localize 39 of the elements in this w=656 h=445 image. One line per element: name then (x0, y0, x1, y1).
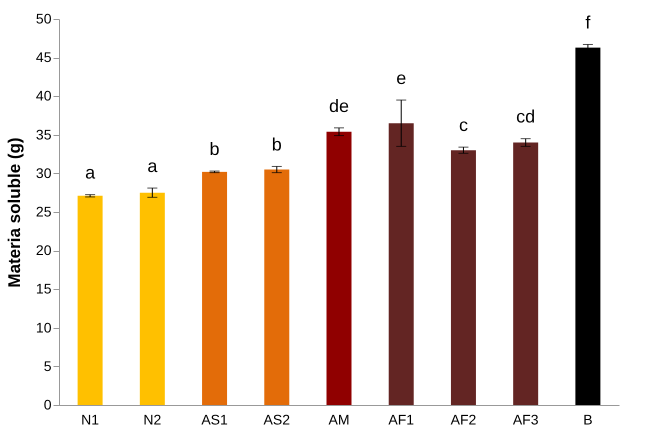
bar (264, 170, 290, 405)
annotation: c (458, 115, 468, 136)
y-tick-label: 15 (36, 280, 52, 297)
y-tick-label: 40 (36, 88, 52, 104)
y-tick-label: 10 (36, 319, 52, 336)
annotation: e (396, 68, 406, 88)
y-tick-label: 35 (36, 126, 52, 142)
bar (575, 48, 600, 405)
bar (140, 192, 165, 405)
bar (388, 123, 414, 405)
x-tick-label: B (583, 412, 593, 428)
y-axis-title: Materia soluble (g) (4, 137, 24, 288)
y-tick-label: 20 (36, 242, 52, 258)
x-tick-label: AF1 (388, 412, 414, 428)
annotation: a (85, 162, 96, 183)
annotation: b (272, 134, 282, 154)
bar (202, 172, 228, 405)
y-tick-label: 25 (36, 204, 52, 220)
annotation: de (328, 96, 350, 116)
y-tick-label: 30 (36, 164, 52, 181)
annotation: b (210, 139, 220, 160)
y-tick-label: 50 (36, 10, 52, 26)
x-tick-label: AF3 (512, 412, 539, 428)
y-tick-label: 45 (36, 49, 52, 66)
bar (513, 142, 538, 405)
x-tick-label: N1 (81, 412, 100, 428)
y-tick-label: 5 (44, 358, 52, 374)
x-tick-label: N2 (143, 412, 162, 428)
annotation: a (147, 156, 158, 176)
x-tick-label: AS2 (264, 412, 290, 428)
x-tick-label: AF2 (450, 412, 476, 428)
x-tick-label: AS1 (201, 412, 228, 428)
x-tick-label: AM (328, 412, 350, 428)
bar (450, 150, 476, 405)
bar (326, 132, 352, 405)
y-tick-label: 0 (44, 396, 52, 412)
annotation: cd (516, 106, 536, 127)
annotation: f (585, 12, 592, 32)
bar (78, 196, 103, 405)
